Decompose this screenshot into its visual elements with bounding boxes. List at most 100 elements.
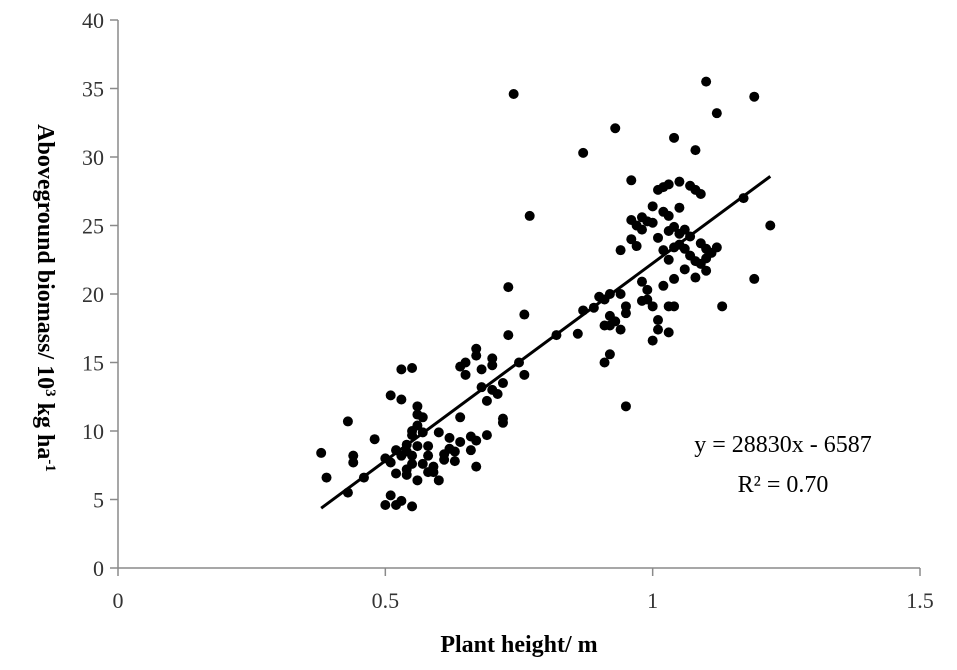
- data-point: [321, 472, 332, 483]
- y-tick-label: 0: [93, 556, 104, 581]
- data-point: [316, 447, 327, 458]
- data-point: [642, 294, 653, 305]
- trendline: [320, 175, 772, 510]
- data-point: [449, 456, 460, 467]
- data-point: [669, 221, 680, 232]
- data-point: [663, 210, 674, 221]
- data-point: [749, 273, 760, 284]
- data-point: [407, 450, 418, 461]
- data-point: [663, 254, 674, 265]
- data-point: [391, 468, 402, 479]
- data-point: [636, 224, 647, 235]
- data-point: [471, 461, 482, 472]
- y-axis-title: Aboveground biomass/ 103 kg ha-1: [32, 124, 58, 472]
- data-point: [679, 243, 690, 254]
- data-point: [615, 245, 626, 256]
- x-tick-label: 0: [113, 588, 124, 613]
- data-point: [396, 394, 407, 405]
- data-point: [519, 309, 530, 320]
- data-point: [412, 475, 423, 486]
- data-point: [497, 378, 508, 389]
- data-point: [620, 401, 631, 412]
- data-point: [711, 108, 722, 119]
- y-axis-title-main: Aboveground biomass/ 10: [32, 124, 58, 389]
- data-point: [572, 328, 583, 339]
- data-point: [460, 357, 471, 368]
- data-point: [412, 401, 423, 412]
- y-axis-title-sup1: 3: [42, 389, 58, 397]
- x-tick-label: 0.5: [372, 588, 400, 613]
- data-point: [465, 445, 476, 456]
- data-point: [653, 324, 664, 335]
- data-point: [679, 224, 690, 235]
- data-point: [423, 450, 434, 461]
- x-axis-ticks: 0 0.5 1 1.5: [113, 568, 934, 613]
- data-point: [647, 217, 658, 228]
- y-tick-label: 15: [82, 351, 104, 376]
- data-point: [508, 88, 519, 99]
- data-point: [455, 436, 466, 447]
- data-point: [481, 395, 492, 406]
- data-point: [471, 343, 482, 354]
- r-squared-label: R² = 0.70: [738, 472, 829, 498]
- data-point: [348, 457, 359, 468]
- data-point: [610, 316, 621, 327]
- data-point: [749, 91, 760, 102]
- data-point: [690, 145, 701, 156]
- data-point: [642, 284, 653, 295]
- y-tick-label: 20: [82, 282, 104, 307]
- data-point: [380, 499, 391, 510]
- data-point: [439, 454, 450, 465]
- data-point: [503, 330, 514, 341]
- data-point: [679, 264, 690, 275]
- data-point: [663, 327, 674, 338]
- data-point: [615, 289, 626, 299]
- data-point: [417, 412, 428, 423]
- data-point: [610, 123, 621, 134]
- y-axis-title-sup2: -1: [42, 459, 58, 472]
- data-point: [669, 301, 680, 312]
- y-tick-label: 40: [82, 8, 104, 33]
- data-point: [631, 241, 642, 252]
- data-point: [701, 265, 712, 276]
- data-point: [487, 353, 498, 364]
- data-point: [492, 389, 503, 400]
- regression-equation: y = 28830x - 6587: [694, 432, 872, 458]
- data-point: [599, 357, 610, 368]
- x-axis-title: Plant height/ m: [440, 632, 597, 658]
- data-point: [487, 360, 498, 371]
- data-point: [653, 232, 664, 243]
- y-tick-label: 35: [82, 77, 104, 102]
- data-point: [503, 282, 514, 293]
- data-point: [471, 435, 482, 446]
- data-point: [615, 324, 626, 335]
- data-point: [401, 469, 412, 480]
- data-point: [428, 467, 439, 478]
- data-point: [669, 132, 680, 143]
- data-point: [433, 427, 444, 438]
- data-point: [765, 220, 776, 231]
- data-point: [604, 349, 615, 360]
- data-point: [444, 432, 455, 443]
- data-point: [460, 369, 471, 380]
- data-point: [636, 276, 647, 287]
- data-point: [717, 301, 728, 312]
- data-point: [497, 417, 508, 428]
- data-point: [690, 272, 701, 283]
- data-point: [524, 210, 535, 221]
- y-tick-label: 5: [93, 488, 104, 513]
- x-tick-label: 1: [647, 588, 658, 613]
- data-point: [348, 450, 359, 461]
- data-point: [476, 364, 487, 375]
- data-point: [396, 364, 407, 375]
- data-point: [433, 475, 444, 486]
- data-point: [519, 369, 530, 380]
- data-point: [674, 176, 685, 187]
- data-point: [620, 308, 631, 319]
- data-point: [417, 458, 428, 469]
- data-point: [407, 362, 418, 373]
- data-point: [647, 201, 658, 212]
- data-point: [669, 273, 680, 284]
- data-point: [471, 350, 482, 361]
